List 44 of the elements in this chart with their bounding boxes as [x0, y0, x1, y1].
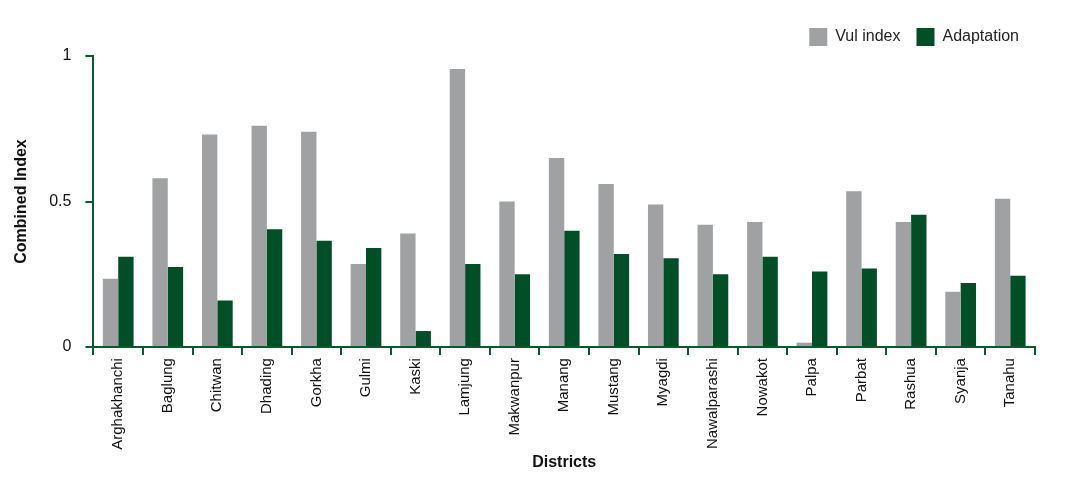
y-axis-title: Combined Index: [12, 139, 30, 264]
bar: [697, 224, 713, 347]
bar: [201, 134, 218, 347]
bar: [350, 264, 366, 347]
bar: [251, 125, 267, 347]
x-tick-label: Makwanpur: [504, 358, 522, 436]
x-tick-label: Rashua: [901, 357, 919, 410]
bar: [994, 198, 1011, 347]
x-tick-label: Myagdi: [653, 358, 671, 407]
bar: [548, 157, 565, 347]
x-tick-label: Syanja: [950, 357, 968, 404]
legend-label: Adaptation: [942, 27, 1020, 45]
y-tick-label: 0.5: [49, 191, 72, 209]
x-tick-label: Tanahu: [1000, 358, 1018, 408]
x-tick-label: Manang: [554, 358, 572, 413]
x-tick-label: Nawalparashi: [703, 358, 721, 449]
x-tick-label: Chitwan: [207, 358, 225, 413]
bar: [499, 201, 515, 347]
bar: [747, 221, 763, 347]
x-tick-label: Gulmi: [356, 358, 374, 398]
x-tick-label: Palpa: [802, 357, 820, 397]
x-tick-label: Baglung: [157, 358, 175, 414]
x-tick-label: Dhading: [257, 358, 275, 414]
bar: [400, 233, 416, 347]
bar: [647, 204, 664, 347]
x-tick-label: Kaski: [405, 358, 423, 395]
bar: [895, 221, 912, 347]
x-tick-label: Parbat: [851, 357, 869, 403]
bar: [301, 131, 317, 347]
bar: [846, 191, 862, 347]
x-axis-title: Districts: [532, 452, 597, 470]
bar: [152, 178, 168, 347]
bar: [598, 184, 614, 347]
y-tick-label: 1: [62, 46, 72, 64]
x-tick-label: Lamjung: [455, 358, 473, 416]
legend-label: Vul index: [835, 27, 901, 45]
x-tick-label: Mustang: [603, 358, 621, 416]
y-tick-label: 0: [62, 337, 72, 355]
x-tick-label: Gorkha: [306, 357, 324, 408]
x-tick-label: Nowakot: [752, 357, 770, 417]
bar: [449, 69, 466, 347]
bar: [945, 291, 961, 347]
bar: [102, 278, 119, 347]
x-tick-label: Arghakhanchi: [108, 358, 126, 450]
